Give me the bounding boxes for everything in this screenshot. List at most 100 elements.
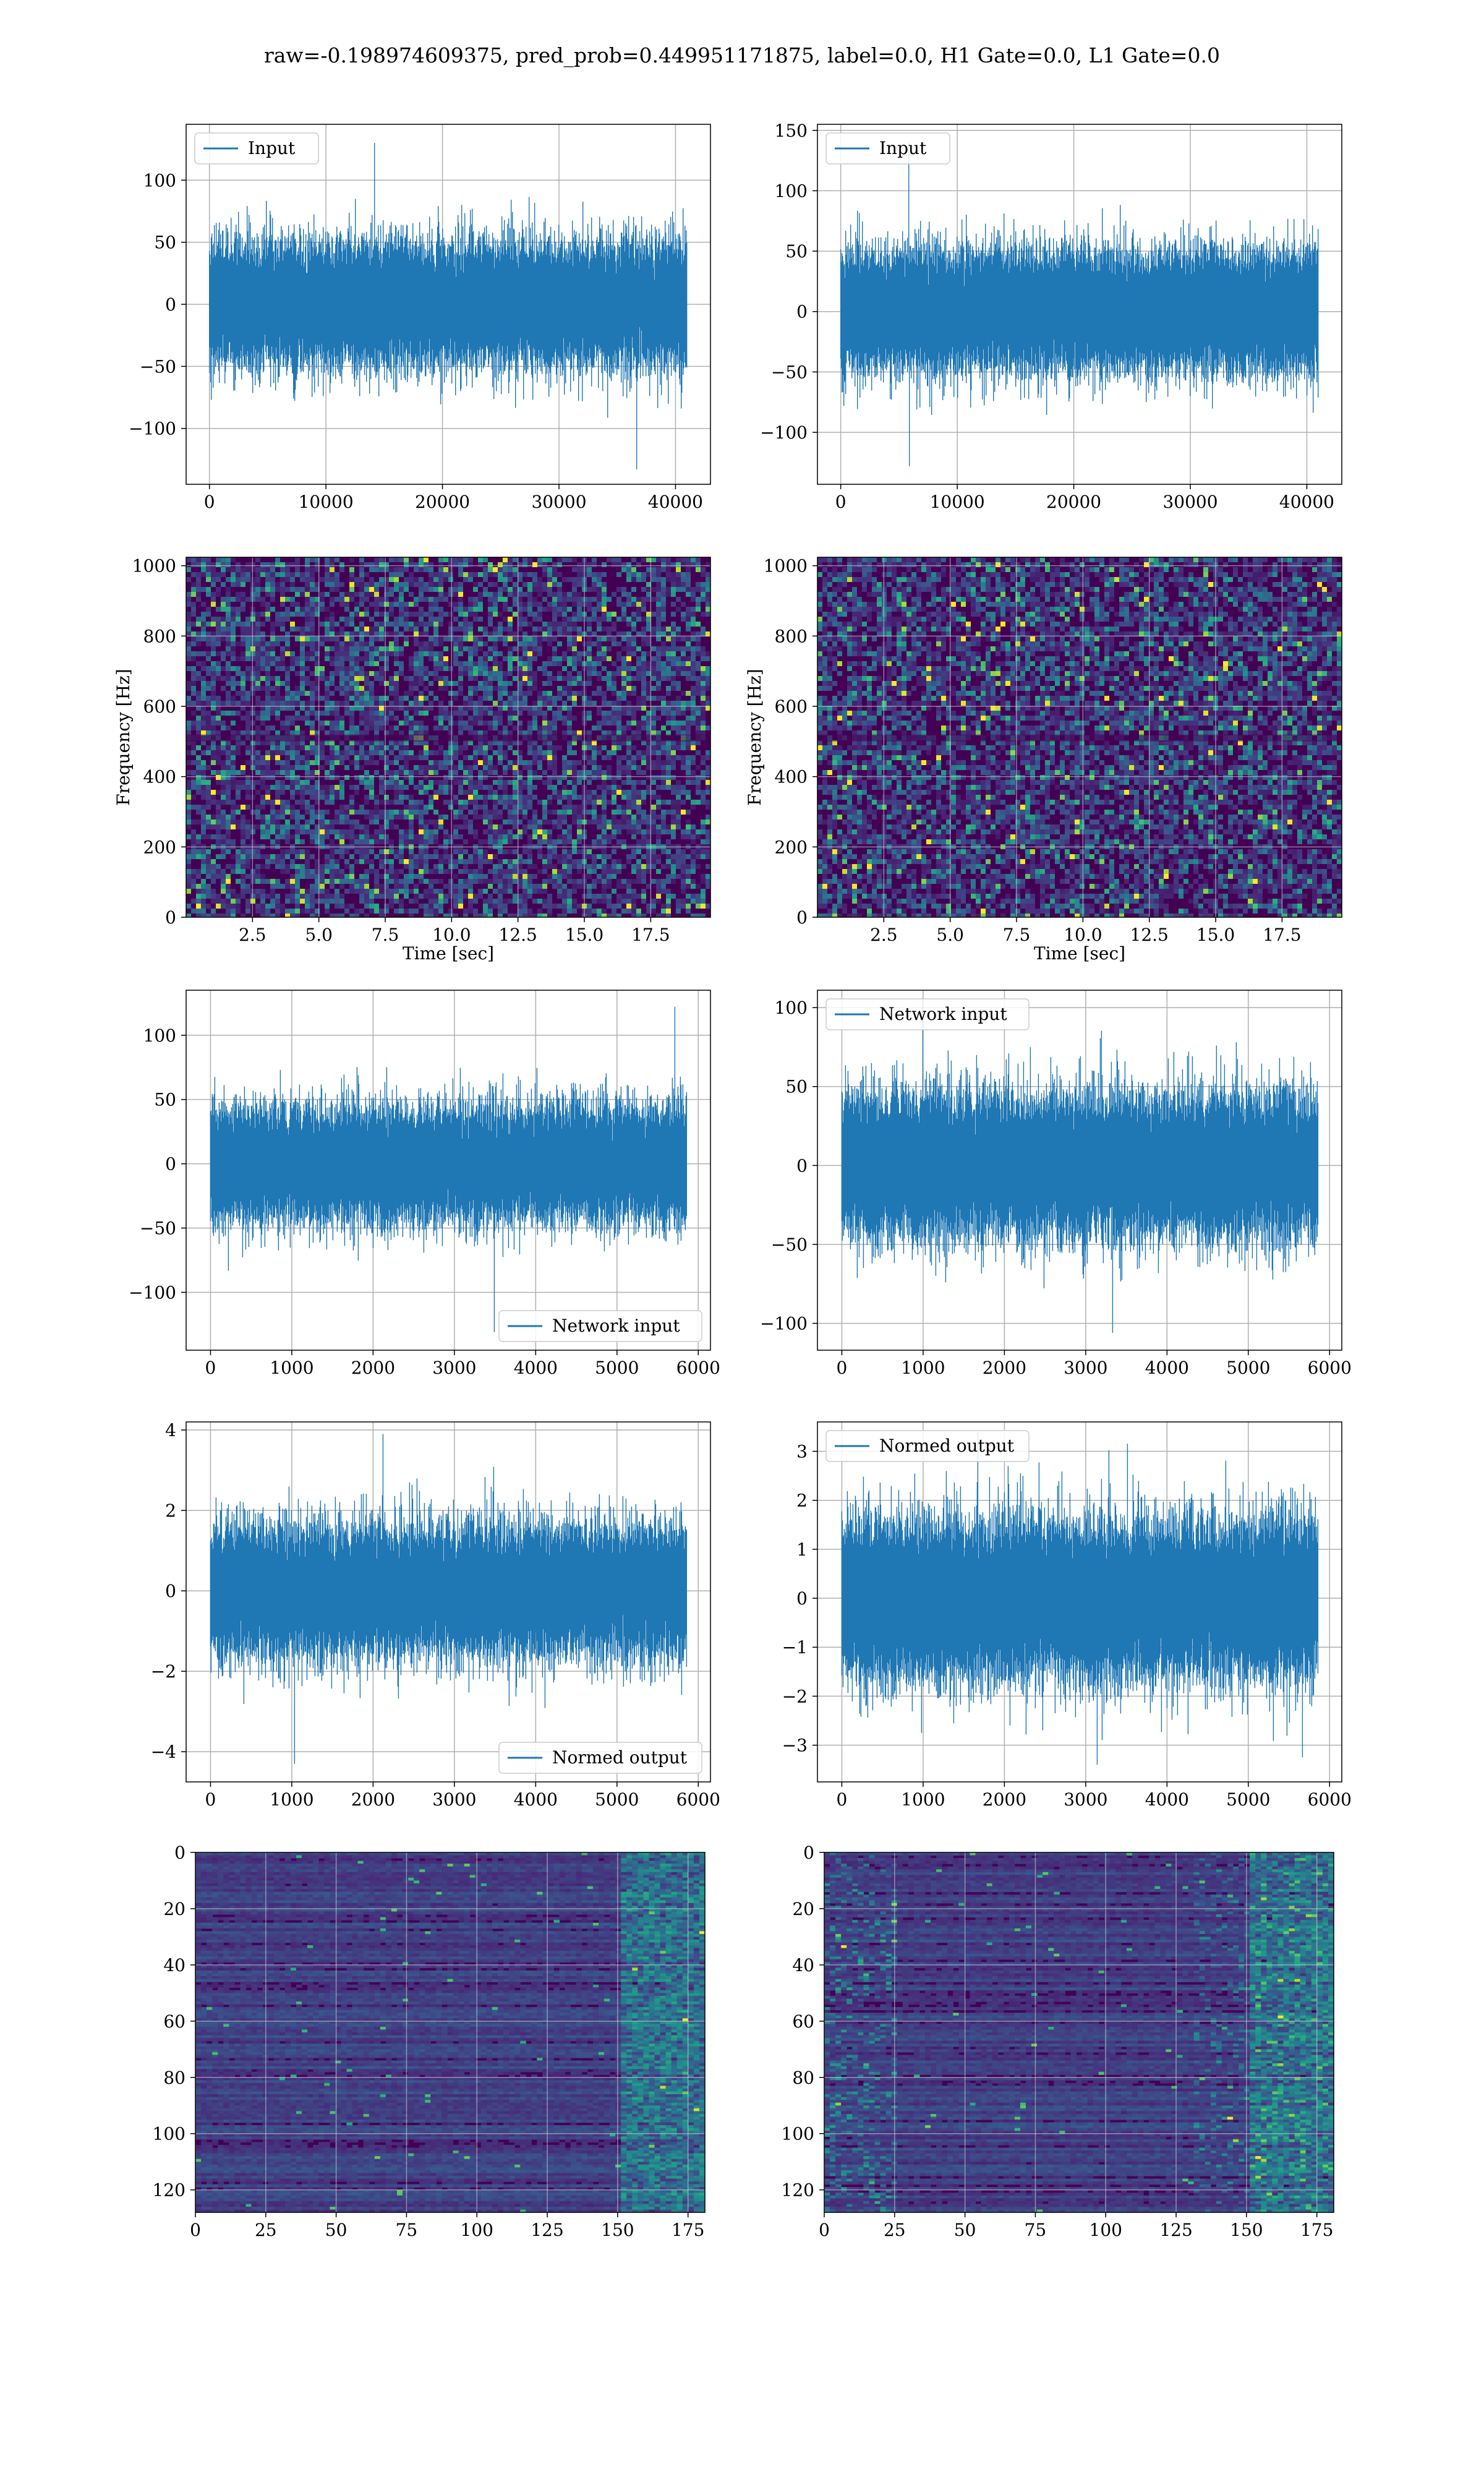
l1-network-input-legend-box	[825, 998, 1030, 1030]
l1-input-ytick-label: 150	[775, 121, 808, 141]
h1-input-ytick-label: −50	[140, 356, 176, 377]
l1-spectrogram-xtick-label: 12.5	[1130, 925, 1169, 945]
l1-normed-output-legend-label: Normed output	[879, 1436, 1015, 1456]
h1-input-xtick-label: 40000	[648, 492, 703, 512]
h1-normed-output-xtick-label: 5000	[595, 1789, 639, 1810]
l1-normed-output-xtick-label: 1000	[901, 1789, 945, 1810]
l1-feature-map-xtick-label: 150	[1230, 2220, 1263, 2240]
l1-network-input-plot: 0 1000 2000 3000 4000 5000 6000 −100 −50 0 50 100 Ne…	[760, 990, 1352, 1378]
l1-feature-map-xtick-label: 75	[1025, 2220, 1047, 2240]
l1-feature-map-xtick-label: 175	[1300, 2220, 1333, 2240]
h1-network-input-xtick-label: 4000	[514, 1358, 558, 1378]
l1-spectrogram-ytick-label: 200	[775, 837, 808, 857]
l1-network-input-ytick-label: −50	[771, 1235, 808, 1255]
l1-spectrogram-plot: 2.5 5.0 7.5 10.0 12.5 15.0 17.5 0 200 400 600 800 10…	[744, 556, 1342, 964]
l1-normed-output-legend-box	[825, 1430, 1030, 1462]
l1-network-input-xtick-label: 3000	[1064, 1358, 1107, 1378]
h1-feature-map-ytick-label: 40	[163, 1955, 186, 1975]
h1-input-legend-box	[194, 132, 319, 165]
l1-network-input-ytick-label: −100	[760, 1314, 808, 1334]
l1-feature-map-ytick-label: 40	[792, 1955, 814, 1975]
h1-input-xtick-label: 10000	[299, 492, 354, 512]
l1-input-ytick-label: −100	[760, 422, 808, 443]
h1-normed-output-series-line	[210, 1434, 688, 1764]
l1-feature-map-ytick-label: 0	[803, 1843, 814, 1863]
l1-normed-output-ytick-label: −3	[782, 1736, 808, 1756]
l1-normed-output-plot: 0 1000 2000 3000 4000 5000 6000 −3 −2 −1 0 1 2 3 Norme…	[782, 1421, 1352, 1810]
h1-input-legend-label: Input	[248, 138, 296, 158]
h1-network-input-xtick-label: 5000	[595, 1358, 639, 1378]
h1-normed-output-legend: Normed output	[498, 1742, 702, 1774]
l1-normed-output-legend: Normed output	[825, 1430, 1030, 1462]
h1-normed-output-ytick-label: −4	[151, 1742, 176, 1762]
l1-network-input-legend-label: Network input	[879, 1004, 1007, 1024]
l1-input-frame	[817, 124, 1342, 485]
l1-normed-output-xtick-label: 3000	[1064, 1789, 1107, 1810]
l1-spectrogram-xtick-label: 2.5	[870, 925, 898, 945]
h1-network-input-ytick-label: −100	[129, 1282, 176, 1303]
h1-spectrogram-xtick-label: 10.0	[432, 925, 471, 945]
h1-input-xtick-label: 0	[204, 492, 215, 512]
h1-normed-output-xtick-label: 6000	[676, 1789, 720, 1810]
l1-spectrogram-ytick-label: 800	[775, 626, 808, 646]
l1-feature-map-xtick-label: 125	[1159, 2220, 1192, 2240]
l1-input-xtick-label: 20000	[1046, 492, 1101, 512]
h1-spectrogram-frame	[186, 557, 711, 918]
l1-input-ytick-label: 0	[796, 302, 808, 322]
l1-network-input-xtick-label: 5000	[1226, 1358, 1270, 1378]
l1-input-xtick-label: 40000	[1279, 492, 1334, 512]
h1-spectrogram-ytick-label: 800	[143, 626, 176, 646]
l1-spectrogram-xlabel: Time [sec]	[1034, 943, 1125, 964]
h1-normed-output-ytick-label: 0	[165, 1581, 176, 1601]
l1-network-input-xtick-label: 1000	[901, 1358, 945, 1378]
l1-network-input-ytick-label: 100	[775, 998, 808, 1018]
l1-input-xtick-label: 10000	[930, 492, 985, 512]
h1-spectrogram-ylabel: Frequency [Hz]	[113, 669, 134, 805]
l1-input-ytick-label: 100	[775, 181, 808, 201]
l1-normed-output-ytick-label: 0	[796, 1588, 808, 1609]
l1-input-xtick-label: 30000	[1162, 492, 1217, 512]
h1-network-input-ytick-label: −50	[140, 1218, 176, 1239]
h1-spectrogram-xlabel: Time [sec]	[403, 943, 494, 964]
h1-input-ytick-label: 0	[165, 294, 176, 315]
l1-feature-map-ytick-label: 100	[782, 2124, 814, 2144]
h1-normed-output-legend-label: Normed output	[552, 1747, 688, 1768]
h1-normed-output-ytick-label: 4	[165, 1420, 176, 1440]
l1-normed-output-frame	[817, 1421, 1342, 1783]
h1-feature-map-xtick-label: 150	[601, 2220, 634, 2240]
l1-spectrogram-ytick-label: 600	[775, 696, 808, 717]
h1-spectrogram-ytick-label: 600	[143, 696, 176, 717]
h1-feature-map-ytick-label: 120	[153, 2180, 186, 2201]
h1-input-ytick-label: 50	[154, 233, 176, 253]
l1-spectrogram-xtick-label: 10.0	[1064, 925, 1102, 945]
h1-network-input-xtick-label: 6000	[676, 1358, 720, 1378]
h1-network-input-frame	[186, 990, 711, 1351]
h1-spectrogram-ytick-label: 200	[143, 837, 176, 857]
l1-input-legend: Input	[825, 132, 950, 165]
l1-spectrogram-xtick-label: 17.5	[1263, 925, 1301, 945]
figure-title: raw=-0.198974609375, pred_prob=0.4499511…	[264, 43, 1220, 68]
h1-input-ytick-label: −100	[129, 419, 176, 439]
h1-normed-output-frame	[186, 1421, 711, 1783]
h1-input-series-line	[209, 143, 688, 469]
l1-network-input-xtick-label: 4000	[1145, 1358, 1189, 1378]
h1-feature-map-ytick-label: 60	[163, 2011, 186, 2032]
l1-normed-output-xtick-label: 0	[837, 1789, 848, 1810]
l1-feature-map-plot: 0 25 50 75 100 125 150 175 0 20 40 60 80 100 120	[782, 1843, 1334, 2240]
l1-feature-map-ytick-label: 80	[792, 2068, 814, 2088]
h1-spectrogram-xtick-label: 2.5	[239, 925, 267, 945]
l1-spectrogram-ylabel: Frequency [Hz]	[744, 669, 765, 805]
l1-network-input-legend: Network input	[825, 998, 1030, 1030]
h1-network-input-series-line	[210, 1007, 688, 1332]
h1-feature-map-image	[195, 1852, 705, 2212]
l1-feature-map-xtick-label: 50	[954, 2220, 976, 2240]
h1-feature-map-ytick-label: 100	[153, 2124, 186, 2144]
l1-input-xtick-label: 0	[835, 492, 846, 512]
h1-spectrogram-xtick-label: 17.5	[631, 925, 670, 945]
l1-spectrogram-frame	[817, 557, 1342, 918]
l1-normed-output-xtick-label: 4000	[1145, 1789, 1189, 1810]
h1-input-ytick-label: 100	[143, 170, 176, 190]
h1-normed-output-xtick-label: 3000	[432, 1789, 476, 1810]
l1-network-input-xtick-label: 0	[837, 1358, 848, 1378]
h1-spectrogram-plot: 2.5 5.0 7.5 10.0 12.5 15.0 17.5 0 200 400 600 800 10…	[113, 556, 711, 964]
